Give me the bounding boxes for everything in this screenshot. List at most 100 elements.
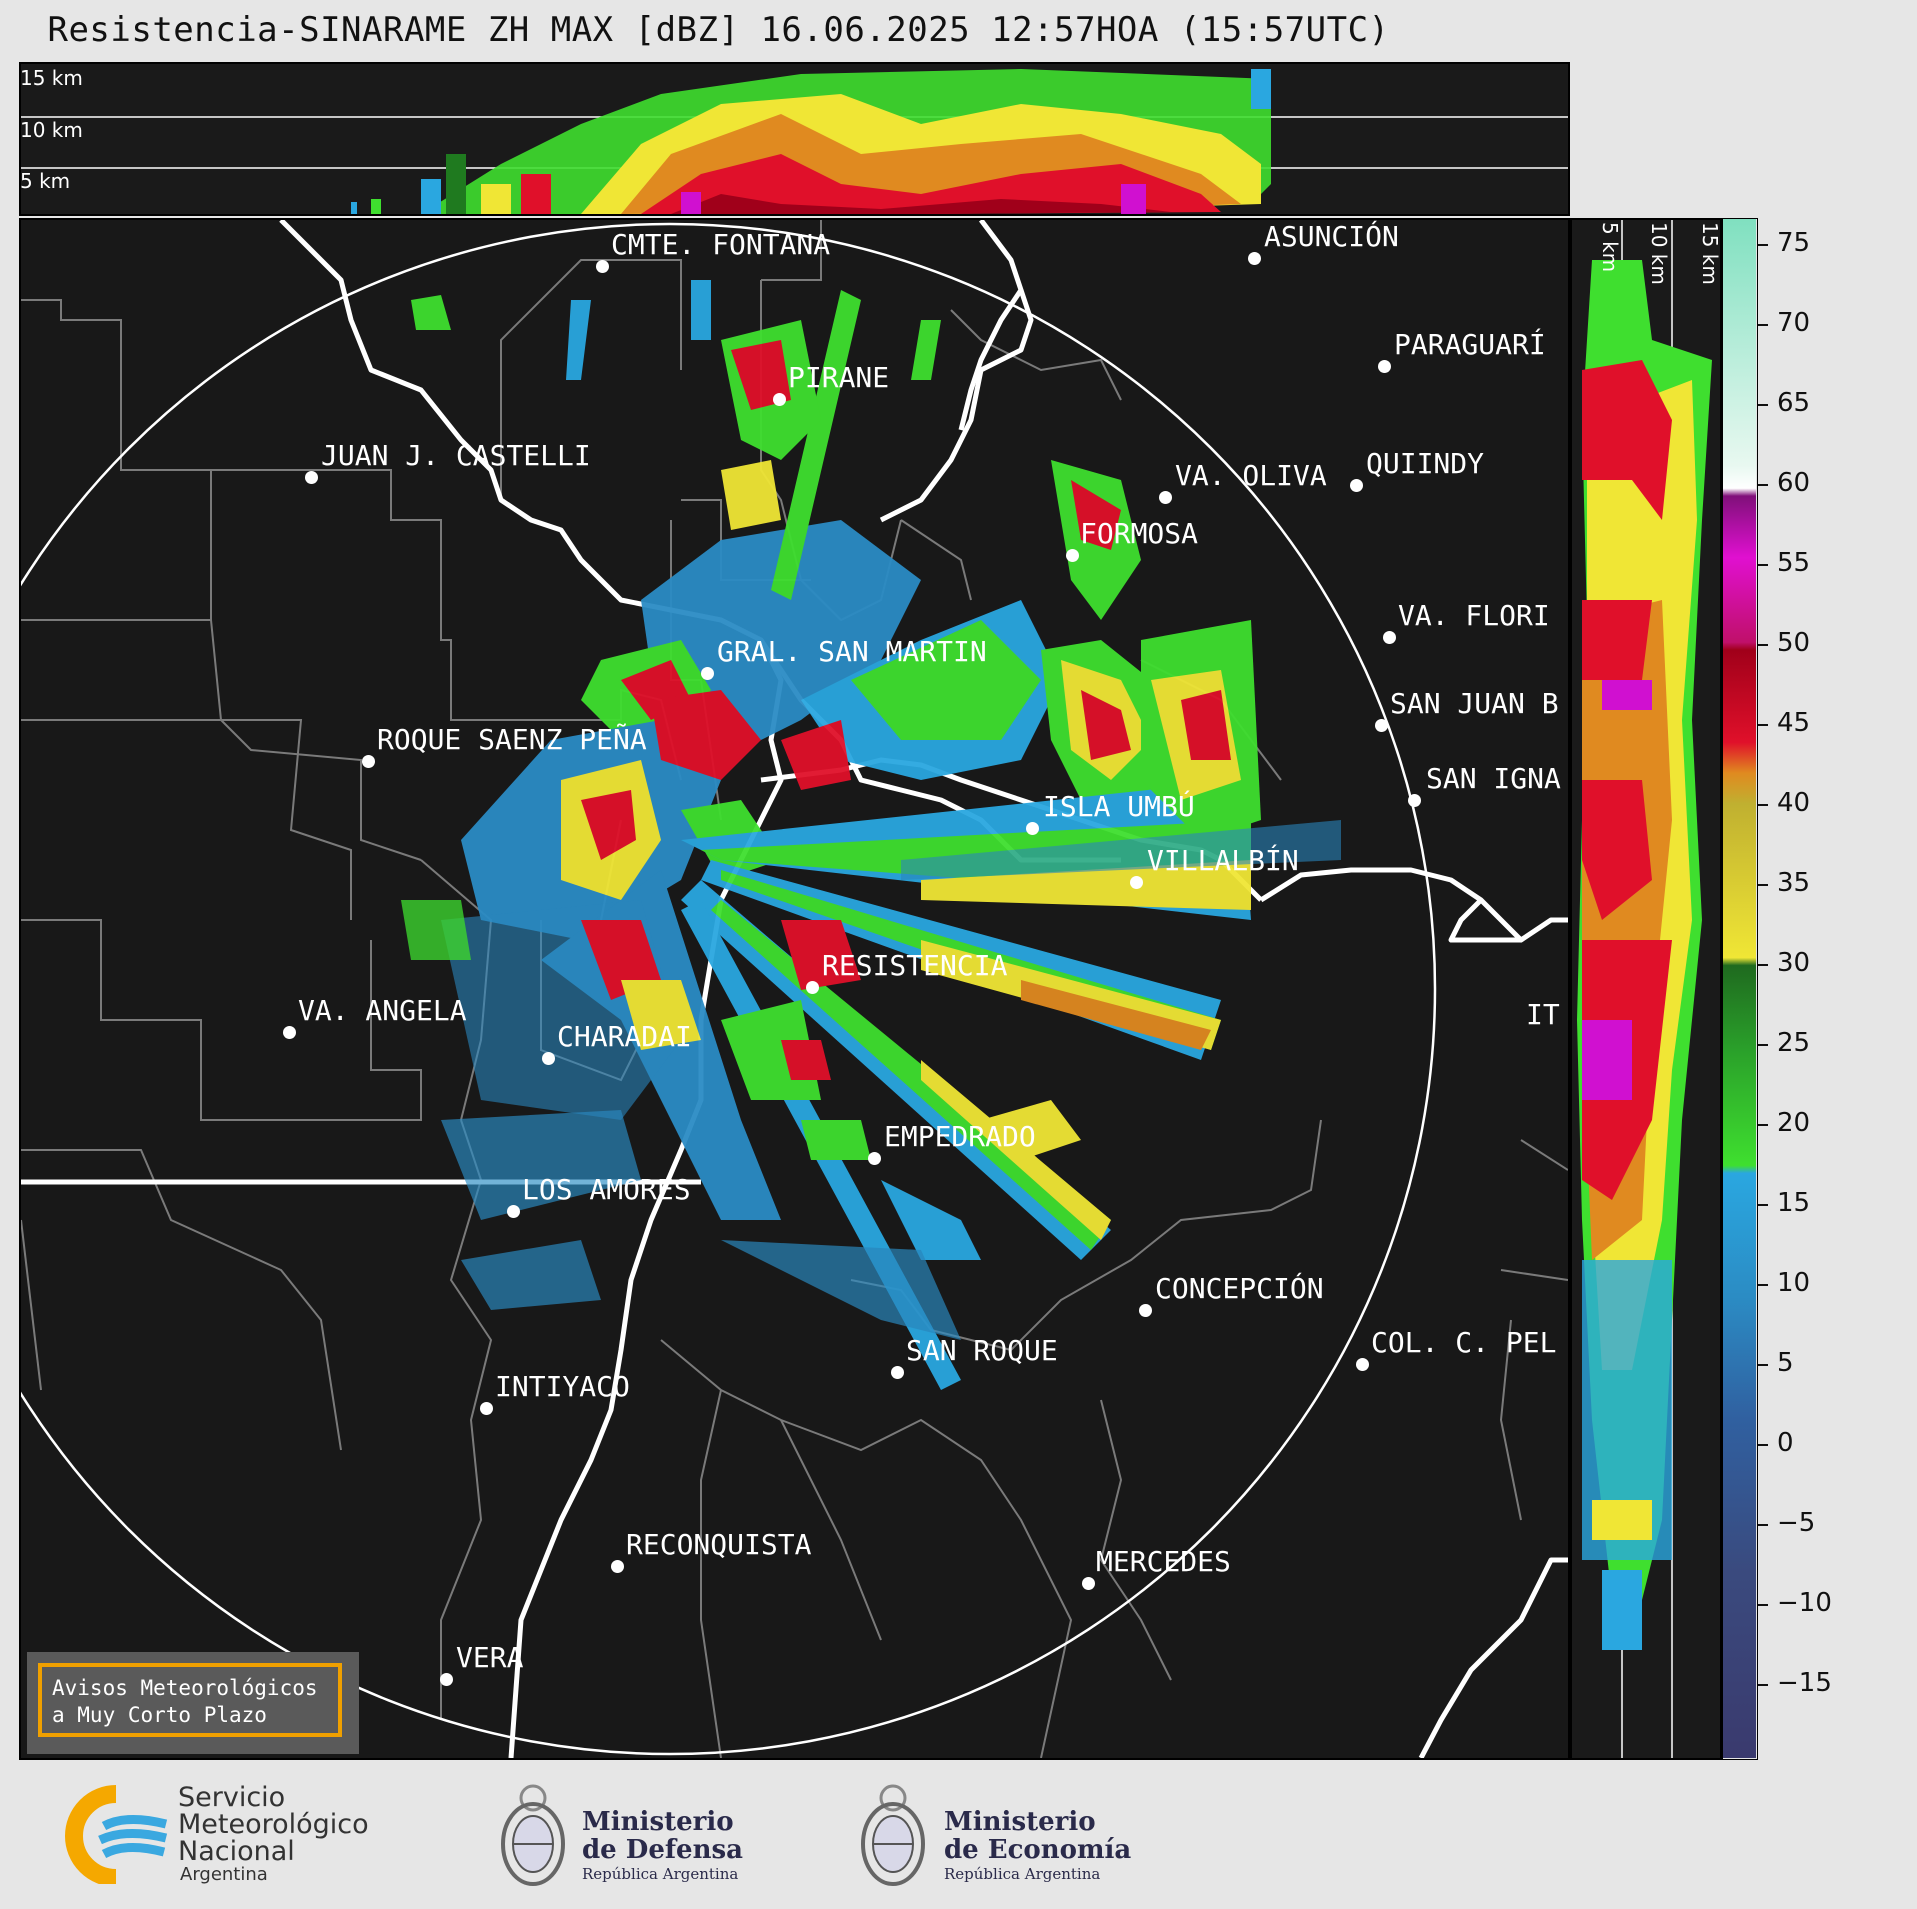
city-label-formosa: FORMOSA <box>1080 517 1199 550</box>
colorbar-label-minus-15: −15 <box>1777 1668 1832 1698</box>
city-dot <box>1378 360 1391 373</box>
city-label-los-amores: LOS AMORES <box>522 1173 691 1206</box>
colorbar-label-55: 55 <box>1777 548 1811 578</box>
city-dot <box>542 1052 555 1065</box>
city-dot <box>1375 719 1388 732</box>
city-label-villalbin: VILLALBÍN <box>1147 844 1299 877</box>
colorbar-label-5: 5 <box>1777 1348 1794 1378</box>
city-label-roque-saenz-pena: ROQUE SAENZ PEÑA <box>377 723 647 756</box>
smn-line-1: Servicio <box>178 1782 286 1813</box>
city-dot <box>1066 549 1079 562</box>
notice-box: Avisos Meteorológicos a Muy Corto Plazo <box>27 1652 359 1754</box>
city-dot <box>440 1673 453 1686</box>
side-alt-10: 10 km <box>1647 222 1671 285</box>
coat-of-arms-icon <box>861 1784 925 1886</box>
city-dot <box>701 667 714 680</box>
colorbar-label-60: 60 <box>1777 468 1811 498</box>
city-label-vera: VERA <box>456 1641 524 1674</box>
smn-logo-text: Servicio Meteorológico Nacional Argentin… <box>178 1784 369 1885</box>
city-dot <box>1383 631 1396 644</box>
top-cross-section <box>19 62 1570 216</box>
city-label-mercedes: MERCEDES <box>1096 1545 1231 1578</box>
city-dot <box>1350 479 1363 492</box>
top-alt-5: 5 km <box>20 169 71 193</box>
radar-map <box>19 218 1570 1760</box>
colorbar-tick <box>1758 1124 1768 1126</box>
smn-line-3: Nacional <box>178 1836 295 1867</box>
city-label-charadai: CHARADAI <box>557 1020 692 1053</box>
city-label-gral-san-martin: GRAL. SAN MARTIN <box>717 635 987 668</box>
city-dot <box>891 1366 904 1379</box>
colorbar-label-minus-5: −5 <box>1777 1508 1816 1538</box>
city-label-col-c-pel: COL. C. PEL <box>1371 1326 1557 1359</box>
defensa-logo-text: Ministerio de Defensa República Argentin… <box>582 1808 743 1884</box>
colorbar-tick <box>1758 1284 1768 1286</box>
city-label-san-roque: SAN ROQUE <box>906 1334 1058 1367</box>
colorbar-tick <box>1758 1684 1768 1686</box>
city-label-isla-umbu: ISLA UMBÚ <box>1043 790 1195 823</box>
city-dot <box>868 1152 881 1165</box>
smn-line-2: Meteorológico <box>178 1809 369 1840</box>
city-label-cmte-fontana: CMTE. FONTANA <box>611 228 831 261</box>
colorbar-tick <box>1758 1444 1768 1446</box>
smn-line-4: Argentina <box>180 1864 268 1885</box>
notice-text: Avisos Meteorológicos a Muy Corto Plazo <box>38 1663 342 1737</box>
defensa-line-2: de Defensa <box>582 1835 743 1865</box>
colorbar-label-70: 70 <box>1777 308 1811 338</box>
city-dot <box>480 1402 493 1415</box>
economia-line-2: de Economía <box>944 1835 1132 1865</box>
economia-line-3: República Argentina <box>944 1865 1101 1883</box>
city-dot <box>1159 491 1172 504</box>
side-alt-5: 5 km <box>1598 222 1622 273</box>
city-dot <box>507 1205 520 1218</box>
city-dot <box>305 471 318 484</box>
city-dot <box>1356 1358 1369 1371</box>
city-label-juan-j-castelli: JUAN J. CASTELLI <box>321 439 591 472</box>
notice-line-1: Avisos Meteorológicos <box>52 1676 318 1700</box>
colorbar-tick <box>1758 804 1768 806</box>
city-label-va-oliva: VA. OLIVA <box>1175 459 1327 492</box>
city-dot <box>806 981 819 994</box>
colorbar-label-65: 65 <box>1777 388 1811 418</box>
side-cross-section <box>1570 218 1722 1760</box>
colorbar-tick <box>1758 884 1768 886</box>
city-dot <box>1130 876 1143 889</box>
city-label-concepcion: CONCEPCIÓN <box>1155 1272 1324 1305</box>
colorbar-label-25: 25 <box>1777 1028 1811 1058</box>
colorbar-tick <box>1758 324 1768 326</box>
city-dot <box>611 1560 624 1573</box>
coat-of-arms-icon <box>501 1784 565 1886</box>
city-label-quiindy: QUIINDY <box>1366 447 1485 480</box>
city-dot <box>773 393 786 406</box>
colorbar-tick <box>1758 1204 1768 1206</box>
colorbar-tick <box>1758 964 1768 966</box>
defensa-line-3: República Argentina <box>582 1865 739 1883</box>
side-alt-15: 15 km <box>1698 222 1722 285</box>
city-dot <box>1248 252 1261 265</box>
defensa-line-1: Ministerio <box>582 1807 734 1837</box>
colorbar-tick <box>1758 1524 1768 1526</box>
colorbar-label-35: 35 <box>1777 868 1811 898</box>
colorbar-tick <box>1758 1604 1768 1606</box>
city-label-paraguari: PARAGUARÍ <box>1394 328 1546 361</box>
city-dot <box>1026 822 1039 835</box>
city-dot <box>1139 1304 1152 1317</box>
colorbar-label-minus-10: −10 <box>1777 1588 1832 1618</box>
top-alt-15: 15 km <box>20 66 83 90</box>
notice-line-2: a Muy Corto Plazo <box>52 1703 267 1727</box>
city-label-resistencia: RESISTENCIA <box>822 949 1008 982</box>
colorbar-label-10: 10 <box>1777 1268 1811 1298</box>
city-label-asuncion: ASUNCIÓN <box>1264 220 1399 253</box>
city-label-san-juan-b: SAN JUAN B <box>1390 687 1559 720</box>
colorbar-label-45: 45 <box>1777 708 1811 738</box>
city-label-intiyaco: INTIYACO <box>495 1370 630 1403</box>
colorbar-label-50: 50 <box>1777 628 1811 658</box>
colorbar-label-40: 40 <box>1777 788 1811 818</box>
city-dot <box>1082 1577 1095 1590</box>
city-dot <box>1408 794 1421 807</box>
city-label-empedrado: EMPEDRADO <box>884 1120 1036 1153</box>
colorbar-tick <box>1758 564 1768 566</box>
city-label-pirane: PIRANE <box>788 361 890 394</box>
colorbar-label-75: 75 <box>1777 228 1811 258</box>
colorbar <box>1722 218 1758 1760</box>
